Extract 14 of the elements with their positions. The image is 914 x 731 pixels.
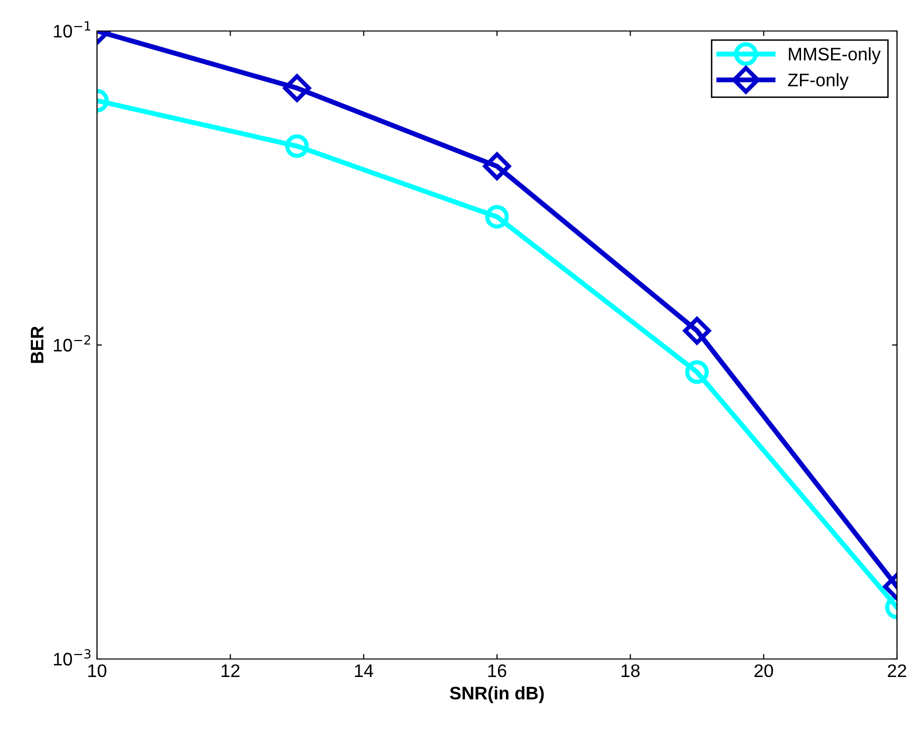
x-tick-label: 14 — [355, 664, 374, 677]
x-tick-label: 22 — [888, 664, 906, 677]
legend-label: MMSE-only — [788, 47, 881, 64]
x-tick-label: 18 — [622, 664, 640, 678]
x-tick-label: 20 — [754, 664, 774, 678]
x-tick-label: 10 — [88, 664, 106, 678]
x-tick-label: 16 — [488, 664, 506, 678]
x-axis-title: SNR(in dB) — [450, 686, 544, 704]
y-axis-title: BER — [30, 326, 44, 363]
x-tick-label: 12 — [222, 664, 240, 677]
y-tick-label: 10$^{−1}$ — [54, 21, 90, 38]
y-tick-label: 10$^{−3}$ — [54, 649, 90, 666]
legend-label: ZF-only — [788, 73, 849, 90]
y-tick-label: 10$^{−2}$ — [54, 335, 90, 352]
